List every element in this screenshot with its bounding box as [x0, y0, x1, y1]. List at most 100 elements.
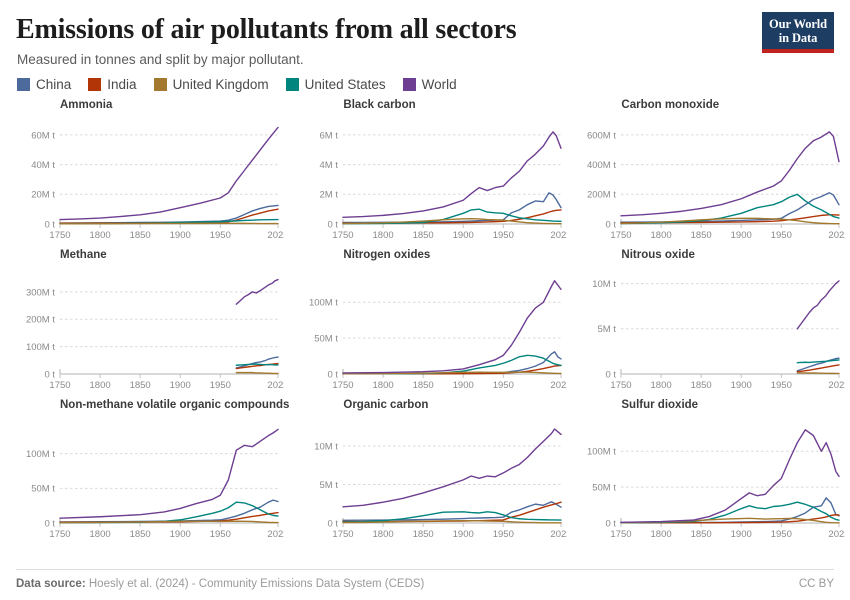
series-line-india[interactable]: [620, 514, 841, 525]
series-line-world[interactable]: [797, 279, 841, 330]
series-line-united-states[interactable]: [342, 511, 563, 524]
x-axis-tick-label: 1850: [130, 529, 151, 540]
series-line-united-states[interactable]: [342, 208, 563, 225]
license-label[interactable]: CC BY: [798, 578, 834, 590]
y-axis-tick-label: 0 t: [44, 220, 55, 231]
series-line-united-kingdom[interactable]: [797, 372, 841, 374]
panel-plot: 0 t 100M t 200M t 300M t 1750 1800 1850 1900 195…: [26, 278, 284, 391]
y-axis-tick-label: 400M t: [587, 160, 616, 171]
series-line-united-kingdom[interactable]: [620, 518, 841, 525]
x-axis-tick-label: 1900: [170, 380, 191, 391]
series-line-united-states[interactable]: [620, 193, 841, 225]
legend-item-india[interactable]: India: [88, 77, 137, 92]
x-axis-tick-label: 2022: [267, 380, 284, 391]
y-axis-tick-label: 0 t: [44, 519, 55, 530]
panel-title: Organic carbon: [343, 398, 429, 411]
series-line-united-kingdom[interactable]: [620, 217, 841, 225]
series-line-world[interactable]: [342, 131, 563, 219]
series-line-united-states[interactable]: [797, 359, 841, 364]
series-line-india[interactable]: [797, 364, 841, 373]
y-axis-tick-label: 2M t: [320, 190, 339, 201]
x-axis-tick-label: 1800: [373, 230, 394, 241]
x-axis-tick-label: 1950: [493, 380, 514, 391]
x-axis-tick-label: 2022: [551, 230, 568, 241]
legend-item-china[interactable]: China: [17, 77, 71, 92]
panel-methane[interactable]: Methane 0 t 100M t 200M t 300M t 1750 1800 1850…: [16, 249, 289, 397]
legend-item-united-states[interactable]: United States: [285, 77, 386, 93]
owid-logo-line1: Our World: [768, 17, 828, 31]
x-axis-tick-label: 1750: [611, 230, 632, 241]
panel-carbon-monoxide[interactable]: Carbon monoxide 0 t 200M t 400M t 600M t 1750…: [577, 99, 845, 247]
page-subtitle: Measured in tonnes and split by major po…: [17, 52, 304, 68]
owid-logo[interactable]: Our World in Data: [762, 12, 834, 53]
series-line-world[interactable]: [59, 429, 279, 520]
panel-sulfur-dioxide[interactable]: Sulfur dioxide 0 t 50M t 100M t 1750 1800 1850…: [577, 399, 845, 547]
y-axis-tick-label: 0 t: [606, 369, 617, 380]
x-axis-tick-label: 2022: [829, 380, 846, 391]
series-line-china[interactable]: [342, 501, 563, 522]
series-line-world[interactable]: [620, 131, 841, 217]
x-axis-tick-label: 1900: [453, 230, 474, 241]
y-axis-tick-label: 600M t: [587, 130, 616, 141]
panel-non-methane-volatile-organic-compounds[interactable]: Non-methane volatile organic compounds 0 …: [16, 399, 289, 547]
x-axis-tick-label: 1950: [210, 380, 231, 391]
series-line-china[interactable]: [235, 356, 279, 369]
y-axis-tick-label: 5M t: [320, 480, 339, 491]
legend-item-label: World: [421, 77, 457, 93]
x-axis-tick-label: 1800: [651, 380, 672, 391]
y-axis-tick-label: 0 t: [606, 519, 617, 530]
x-axis-tick-label: 1800: [90, 380, 111, 391]
x-axis-tick-label: 1850: [691, 529, 712, 540]
panel-ammonia[interactable]: Ammonia 0 t 20M t 40M t 60M t 1750 1800 1850 190…: [16, 99, 289, 247]
legend-item-label: United States: [304, 77, 386, 93]
panel-title: Ammonia: [60, 99, 113, 112]
panel-nitrogen-oxides[interactable]: Nitrogen oxides 0 t 50M t 100M t 1750 1800 185…: [299, 249, 567, 397]
legend-item-world[interactable]: World: [402, 77, 457, 93]
series-line-united-states[interactable]: [235, 363, 279, 366]
series-line-world[interactable]: [342, 279, 563, 374]
x-axis-tick-label: 1850: [691, 230, 712, 241]
legend-item-label: United Kingdom: [172, 77, 269, 93]
x-axis-tick-label: 1800: [90, 230, 111, 241]
series-line-world[interactable]: [342, 428, 563, 509]
series-line-india[interactable]: [59, 208, 279, 225]
legend-item-united-kingdom[interactable]: United Kingdom: [153, 77, 269, 93]
panel-plot: 0 t 2M t 4M t 6M t 1750 1800 1850 1900 1950 2022: [320, 130, 568, 241]
x-axis-tick-label: 1900: [731, 529, 752, 540]
panel-title: Sulfur dioxide: [621, 398, 699, 411]
x-axis-tick-label: 1850: [413, 230, 434, 241]
y-axis-tick-label: 40M t: [31, 160, 55, 171]
small-multiples-grid: Ammonia 0 t 20M t 40M t 60M t 1750 1800 1850 190…: [16, 99, 845, 547]
panel-organic-carbon[interactable]: Organic carbon 0 t 5M t 10M t 1750 1800 1850 19…: [299, 398, 568, 547]
panel-title: Nitrous oxide: [621, 249, 695, 262]
series-line-china[interactable]: [797, 357, 841, 372]
panel-title: Nitrogen oxides: [343, 249, 431, 262]
data-source: Data source: Hoesly et al. (2024) - Comm…: [16, 578, 424, 590]
x-axis-tick-label: 2022: [829, 230, 846, 241]
series-line-united-kingdom[interactable]: [342, 218, 563, 225]
series-line-united-kingdom[interactable]: [59, 222, 279, 225]
series-line-united-kingdom[interactable]: [235, 371, 279, 374]
series-line-united-kingdom[interactable]: [59, 520, 279, 524]
series-line-world[interactable]: [59, 126, 279, 221]
legend-swatch-icon: [285, 78, 299, 92]
y-axis-tick-label: 200M t: [587, 190, 616, 201]
series-line-world[interactable]: [620, 429, 841, 524]
x-axis-tick-label: 1850: [413, 380, 434, 391]
legend-swatch-icon: [88, 78, 102, 92]
series-line-united-kingdom[interactable]: [342, 371, 563, 375]
x-axis-tick-label: 1950: [493, 529, 514, 540]
series-line-united-states[interactable]: [620, 501, 841, 524]
series-line-world[interactable]: [235, 278, 279, 305]
legend-swatch-icon: [17, 78, 30, 92]
panel-black-carbon[interactable]: Black carbon 0 t 2M t 4M t 6M t 1750 1800 1850 1…: [299, 99, 567, 247]
panel-nitrous-oxide[interactable]: Nitrous oxide 0 t 5M t 10M t 1750 1800 1850 190…: [577, 249, 846, 397]
chart-footer: Data source: Hoesly et al. (2024) - Comm…: [16, 569, 834, 590]
panel-title: Methane: [60, 249, 107, 262]
series-line-united-kingdom[interactable]: [342, 520, 563, 525]
x-axis-tick-label: 2022: [551, 380, 568, 391]
y-axis-tick-label: 6M t: [320, 130, 339, 141]
x-axis-tick-label: 1950: [210, 230, 231, 241]
y-axis-tick-label: 5M t: [598, 324, 617, 335]
y-axis-tick-label: 0 t: [328, 220, 339, 231]
